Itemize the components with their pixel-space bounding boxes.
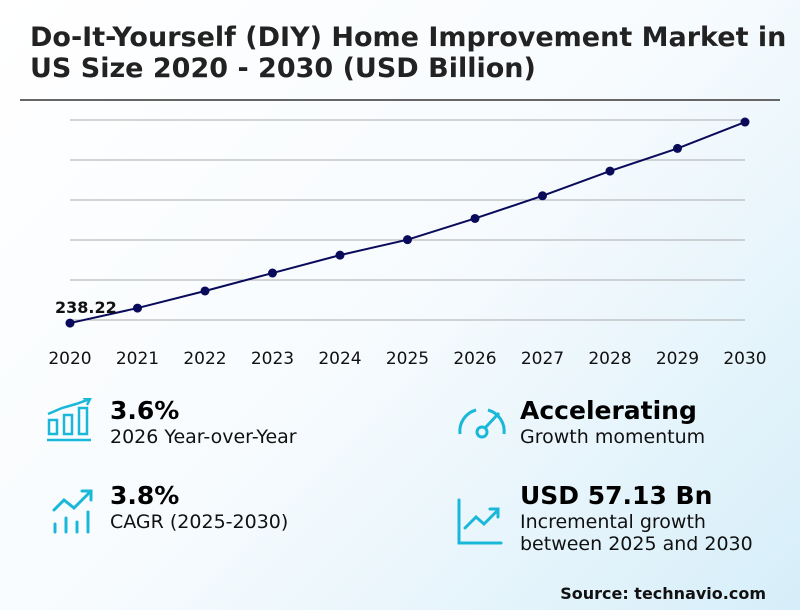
data-point [605,166,615,176]
data-point [403,235,412,245]
data-point [65,318,75,328]
stat-value: Accelerating [520,396,697,425]
data-point [335,250,345,260]
x-tick-label: 2026 [453,349,496,369]
data-point [740,117,750,127]
series-line [69,121,746,325]
x-tick-label: 2022 [183,349,226,369]
x-tick-label: 2030 [723,349,766,369]
stat-value: 3.6% [110,396,180,425]
stat-value: 3.8% [110,481,180,510]
x-tick-label: 2023 [251,349,294,369]
data-point [470,213,480,223]
stat-value: USD 57.13 Bn [520,481,713,510]
stat-label: 2026 Year-over-Year [110,426,297,448]
data-point [673,143,682,153]
data-point [268,268,277,278]
speedometer-icon [458,408,506,439]
line-chart-up-icon [457,498,503,545]
x-tick-label: 2020 [48,349,91,369]
x-tick-label: 2021 [116,349,159,369]
trend-up-bars-icon [52,489,93,534]
source-credit: Source: technavio.com [560,584,766,603]
data-point [133,303,142,313]
x-tick-label: 2025 [386,349,429,369]
x-tick-label: 2024 [318,349,361,369]
x-tick-label: 2027 [521,349,564,369]
stat-label: Growth momentum [520,426,706,448]
stat-label: CAGR (2025-2030) [110,511,289,533]
chart-title: Do-It-Yourself (DIY) Home Improvement Ma… [30,22,787,84]
line-chart: 2020 2021 2022 2023 2024 2025 2026 2027 2028 2029… [48,117,767,369]
data-point [200,286,210,296]
stat-label: Incremental growth between 2025 and 2030 [520,511,753,555]
bar-chart-growth-icon [47,398,92,442]
divider [20,99,780,101]
x-tick-label: 2029 [656,349,699,369]
data-point [538,191,547,201]
data-label: 238.22 [55,298,117,317]
x-tick-label: 2028 [588,349,631,369]
